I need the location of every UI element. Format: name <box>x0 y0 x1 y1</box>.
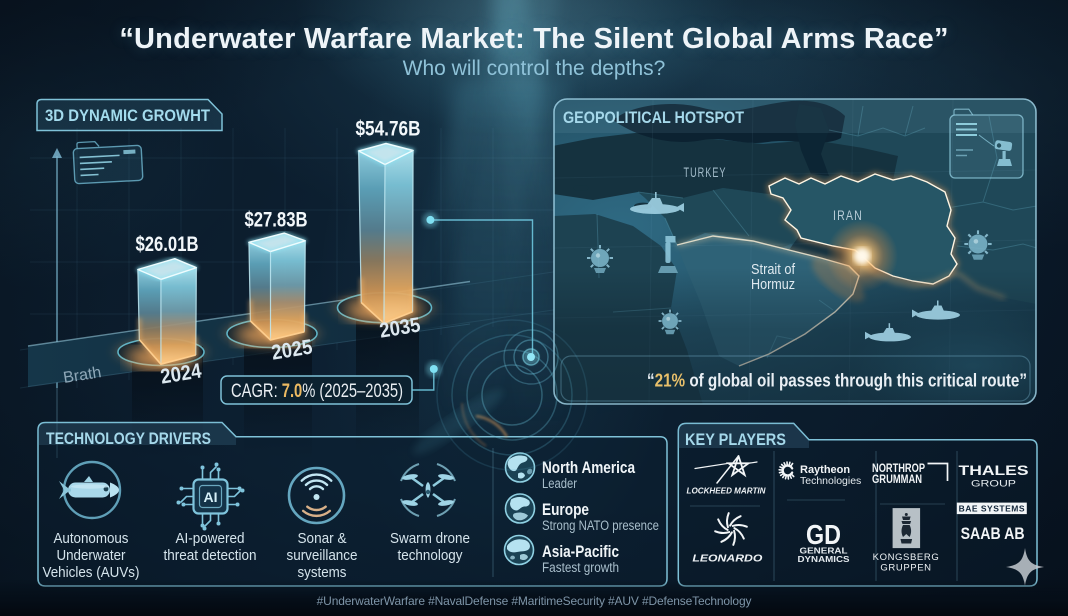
svg-text:Strait of: Strait of <box>751 262 796 278</box>
svg-text:threat detection: threat detection <box>164 547 257 564</box>
svg-text:Leader: Leader <box>542 476 577 491</box>
svg-text:GRUPPEN: GRUPPEN <box>880 563 931 574</box>
svg-text:LEONARDO: LEONARDO <box>692 553 762 565</box>
svg-text:AI: AI <box>204 489 218 505</box>
svg-text:Europe: Europe <box>542 500 589 519</box>
svg-text:SAAB AB: SAAB AB <box>961 524 1025 543</box>
svg-text:AI-powered: AI-powered <box>176 530 245 547</box>
svg-text:GROUP: GROUP <box>971 479 1016 489</box>
svg-text:“21% of global oil passes thro: “21% of global oil passes through this c… <box>647 371 1027 391</box>
svg-text:Sonar &: Sonar & <box>298 530 347 547</box>
svg-text:Underwater: Underwater <box>57 547 126 564</box>
svg-text:THALES: THALES <box>959 462 1029 478</box>
svg-text:GENERAL: GENERAL <box>800 546 848 556</box>
svg-text:KONGSBERG: KONGSBERG <box>873 552 940 563</box>
svg-text:Swarm drone: Swarm drone <box>390 530 470 547</box>
svg-text:Autonomous: Autonomous <box>54 530 129 547</box>
svg-text:Strong NATO presence: Strong NATO presence <box>542 518 659 533</box>
svg-text:Technologies: Technologies <box>800 475 861 487</box>
svg-text:$54.76B: $54.76B <box>356 118 421 141</box>
svg-text:Hormuz: Hormuz <box>751 277 795 293</box>
svg-text:NORTHROP: NORTHROP <box>872 463 925 475</box>
svg-text:$27.83B: $27.83B <box>245 209 308 232</box>
svg-text:Asia-Pacific: Asia-Pacific <box>542 542 619 561</box>
svg-text:Vehicles (AUVs): Vehicles (AUVs) <box>43 564 140 581</box>
svg-text:IRAN: IRAN <box>833 208 863 223</box>
svg-text:GD: GD <box>806 519 841 550</box>
svg-text:DYNAMICS: DYNAMICS <box>798 554 850 564</box>
svg-text:CAGR: 7.0% (2025–2035): CAGR: 7.0% (2025–2035) <box>231 381 403 402</box>
svg-text:systems: systems <box>298 564 347 581</box>
svg-text:Brath: Brath <box>62 364 102 387</box>
svg-text:$26.01B: $26.01B <box>136 233 199 256</box>
svg-text:North America: North America <box>542 458 635 477</box>
svg-text:Fastest growth: Fastest growth <box>542 560 619 575</box>
svg-text:surveillance: surveillance <box>287 547 358 564</box>
svg-text:Raytheon: Raytheon <box>800 464 850 476</box>
svg-text:GRUMMAN: GRUMMAN <box>872 474 922 486</box>
svg-text:3D DYNAMIC GROWHT: 3D DYNAMIC GROWHT <box>45 107 210 125</box>
svg-text:TURKEY: TURKEY <box>684 165 727 180</box>
svg-text:GEOPOLITICAL HOTSPOT: GEOPOLITICAL HOTSPOT <box>563 108 745 127</box>
svg-text:KEY PLAYERS: KEY PLAYERS <box>685 430 786 449</box>
svg-text:BAE SYSTEMS: BAE SYSTEMS <box>959 504 1025 514</box>
svg-text:technology: technology <box>398 547 463 564</box>
svg-text:TECHNOLOGY DRIVERS: TECHNOLOGY DRIVERS <box>46 429 211 448</box>
svg-text:LOCKHEED MARTIN: LOCKHEED MARTIN <box>687 487 766 496</box>
